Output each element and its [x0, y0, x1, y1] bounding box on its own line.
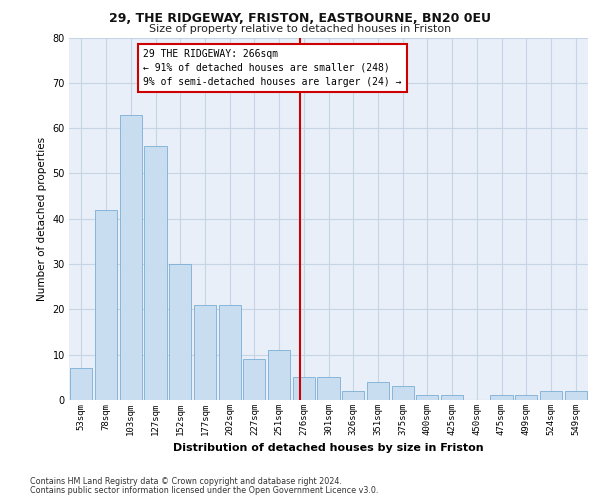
Bar: [119, 114, 142, 400]
Bar: [342, 391, 364, 400]
Text: Size of property relative to detached houses in Friston: Size of property relative to detached ho…: [149, 24, 451, 34]
X-axis label: Distribution of detached houses by size in Friston: Distribution of detached houses by size …: [173, 444, 484, 454]
Bar: [218, 305, 241, 400]
Bar: [70, 368, 92, 400]
Bar: [169, 264, 191, 400]
Bar: [194, 305, 216, 400]
Bar: [416, 396, 439, 400]
Bar: [367, 382, 389, 400]
Bar: [268, 350, 290, 400]
Bar: [441, 396, 463, 400]
Text: 29, THE RIDGEWAY, FRISTON, EASTBOURNE, BN20 0EU: 29, THE RIDGEWAY, FRISTON, EASTBOURNE, B…: [109, 12, 491, 26]
Bar: [145, 146, 167, 400]
Text: 29 THE RIDGEWAY: 266sqm
← 91% of detached houses are smaller (248)
9% of semi-de: 29 THE RIDGEWAY: 266sqm ← 91% of detache…: [143, 49, 401, 87]
Bar: [490, 396, 512, 400]
Bar: [243, 359, 265, 400]
Bar: [392, 386, 414, 400]
Text: Contains HM Land Registry data © Crown copyright and database right 2024.: Contains HM Land Registry data © Crown c…: [30, 477, 342, 486]
Bar: [540, 391, 562, 400]
Text: Contains public sector information licensed under the Open Government Licence v3: Contains public sector information licen…: [30, 486, 379, 495]
Bar: [515, 396, 538, 400]
Bar: [293, 378, 315, 400]
Y-axis label: Number of detached properties: Number of detached properties: [37, 136, 47, 301]
Bar: [317, 378, 340, 400]
Bar: [565, 391, 587, 400]
Bar: [95, 210, 117, 400]
